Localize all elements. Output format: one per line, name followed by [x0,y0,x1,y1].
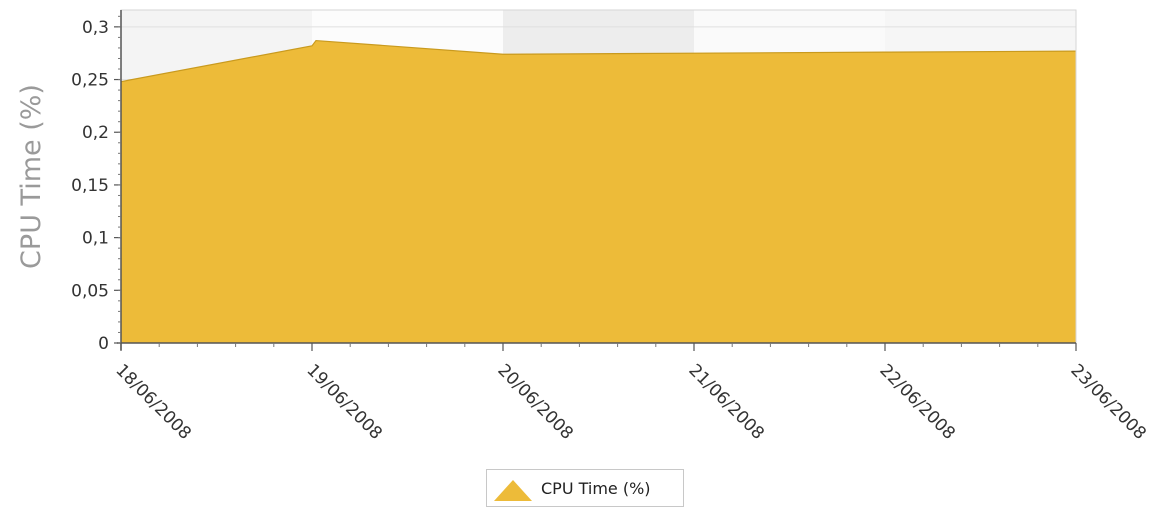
y-tick-label: 0,15 [71,176,109,196]
y-axis-ticks: 0 0,05 0,1 0,15 0,2 0,25 0,3 [71,15,121,354]
legend-area-swatch-icon [494,480,532,501]
legend: CPU Time (%) [486,469,684,507]
axes [117,9,1077,350]
area-fill [121,40,1076,344]
y-axis-label: CPU Time (%) [16,84,47,269]
y-tick-label: 0,05 [71,281,109,301]
area-series [120,39,1077,344]
x-tick-label: 20/06/2008 [493,360,576,443]
y-tick-label: 0,2 [82,123,109,143]
y-tick-label: 0,1 [82,229,109,249]
x-tick-label: 22/06/2008 [875,360,958,443]
x-tick-label: 18/06/2008 [111,360,194,443]
x-tick-label: 19/06/2008 [302,360,385,443]
y-tick-label: 0 [98,334,109,354]
x-tick-label: 21/06/2008 [684,360,767,443]
y-tick-label: 0,25 [71,71,109,91]
x-tick-label: 23/06/2008 [1066,360,1149,443]
legend-label: CPU Time (%) [541,478,651,498]
y-tick-label: 0,3 [82,18,109,38]
x-axis-ticks: 18/06/2008 19/06/2008 20/06/2008 21/06/2008… [111,343,1150,444]
chart: 0 0,05 0,1 0,15 0,2 0,25 0,3 18/06/2008 19/06/2… [16,9,1150,444]
